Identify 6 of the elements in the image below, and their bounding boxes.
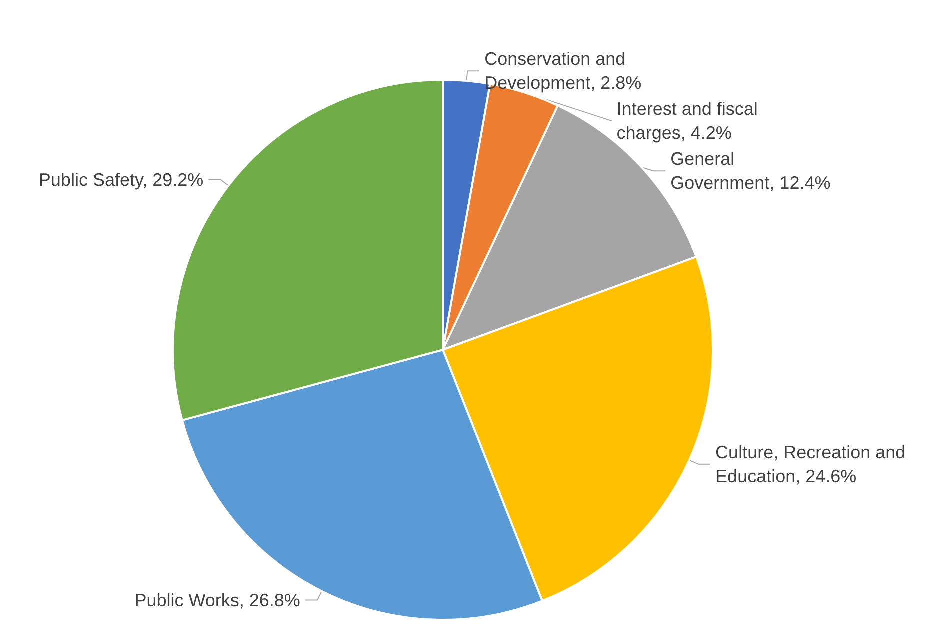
slice-label: Interest and fiscal charges, 4.2%: [616, 99, 758, 144]
slice-label: Conservation and Development, 2.8%: [484, 49, 642, 94]
slice-label: Public Works, 26.8%: [134, 590, 300, 610]
slice-label: General Government, 12.4%: [670, 149, 831, 194]
slice-label: Culture, Recreation and Education, 24.6%: [716, 442, 906, 486]
slice-label: Public Safety, 29.2%: [38, 170, 204, 190]
